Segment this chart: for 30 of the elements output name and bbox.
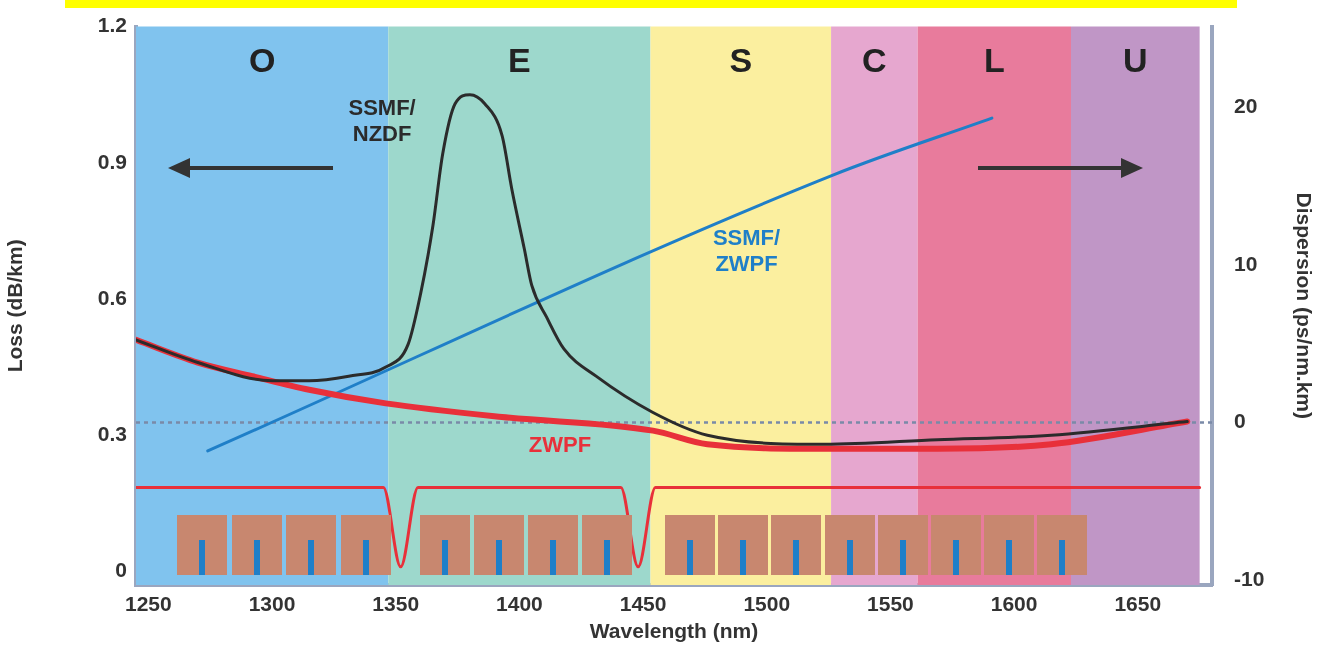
- x-axis-title: Wavelength (nm): [589, 619, 759, 643]
- series-label: SSMF/ ZWPF: [712, 224, 781, 276]
- y-tick-label: 0: [115, 558, 127, 582]
- y2-tick-label: 0: [1234, 409, 1246, 433]
- y-tick-label: 0.6: [97, 285, 127, 309]
- band-label: O: [248, 40, 276, 79]
- y-tick-label: 0.9: [97, 149, 127, 173]
- y-tick-label: 1.2: [97, 13, 127, 37]
- x-tick-label: 1450: [619, 592, 667, 616]
- band-label: S: [729, 40, 753, 79]
- x-tick-label: 1350: [372, 592, 420, 616]
- y2-axis-title: Dispersion (ps/nm.km): [1292, 192, 1316, 419]
- x-tick-label: 1650: [1114, 592, 1162, 616]
- x-tick-label: 1300: [248, 592, 296, 616]
- band-label: E: [508, 40, 531, 79]
- x-tick-label: 1600: [990, 592, 1038, 616]
- x-tick-label: 1400: [496, 592, 543, 616]
- x-tick-label: 1250: [125, 592, 172, 616]
- y2-tick-label: 20: [1234, 93, 1258, 117]
- x-tick-label: 1500: [743, 592, 791, 616]
- y2-tick-label: -10: [1234, 567, 1265, 591]
- y2-tick-label: 10: [1234, 251, 1258, 275]
- y-tick-label: 0.3: [97, 421, 127, 445]
- series-label: ZWPF: [528, 431, 592, 457]
- band-label: L: [983, 40, 1005, 79]
- band-label: C: [862, 40, 887, 79]
- y-axis-title: Loss (dB/km): [3, 239, 27, 373]
- band-label: U: [1123, 40, 1148, 79]
- series-label: SSMF/ NZDF: [348, 94, 416, 146]
- x-tick-label: 1550: [867, 592, 914, 616]
